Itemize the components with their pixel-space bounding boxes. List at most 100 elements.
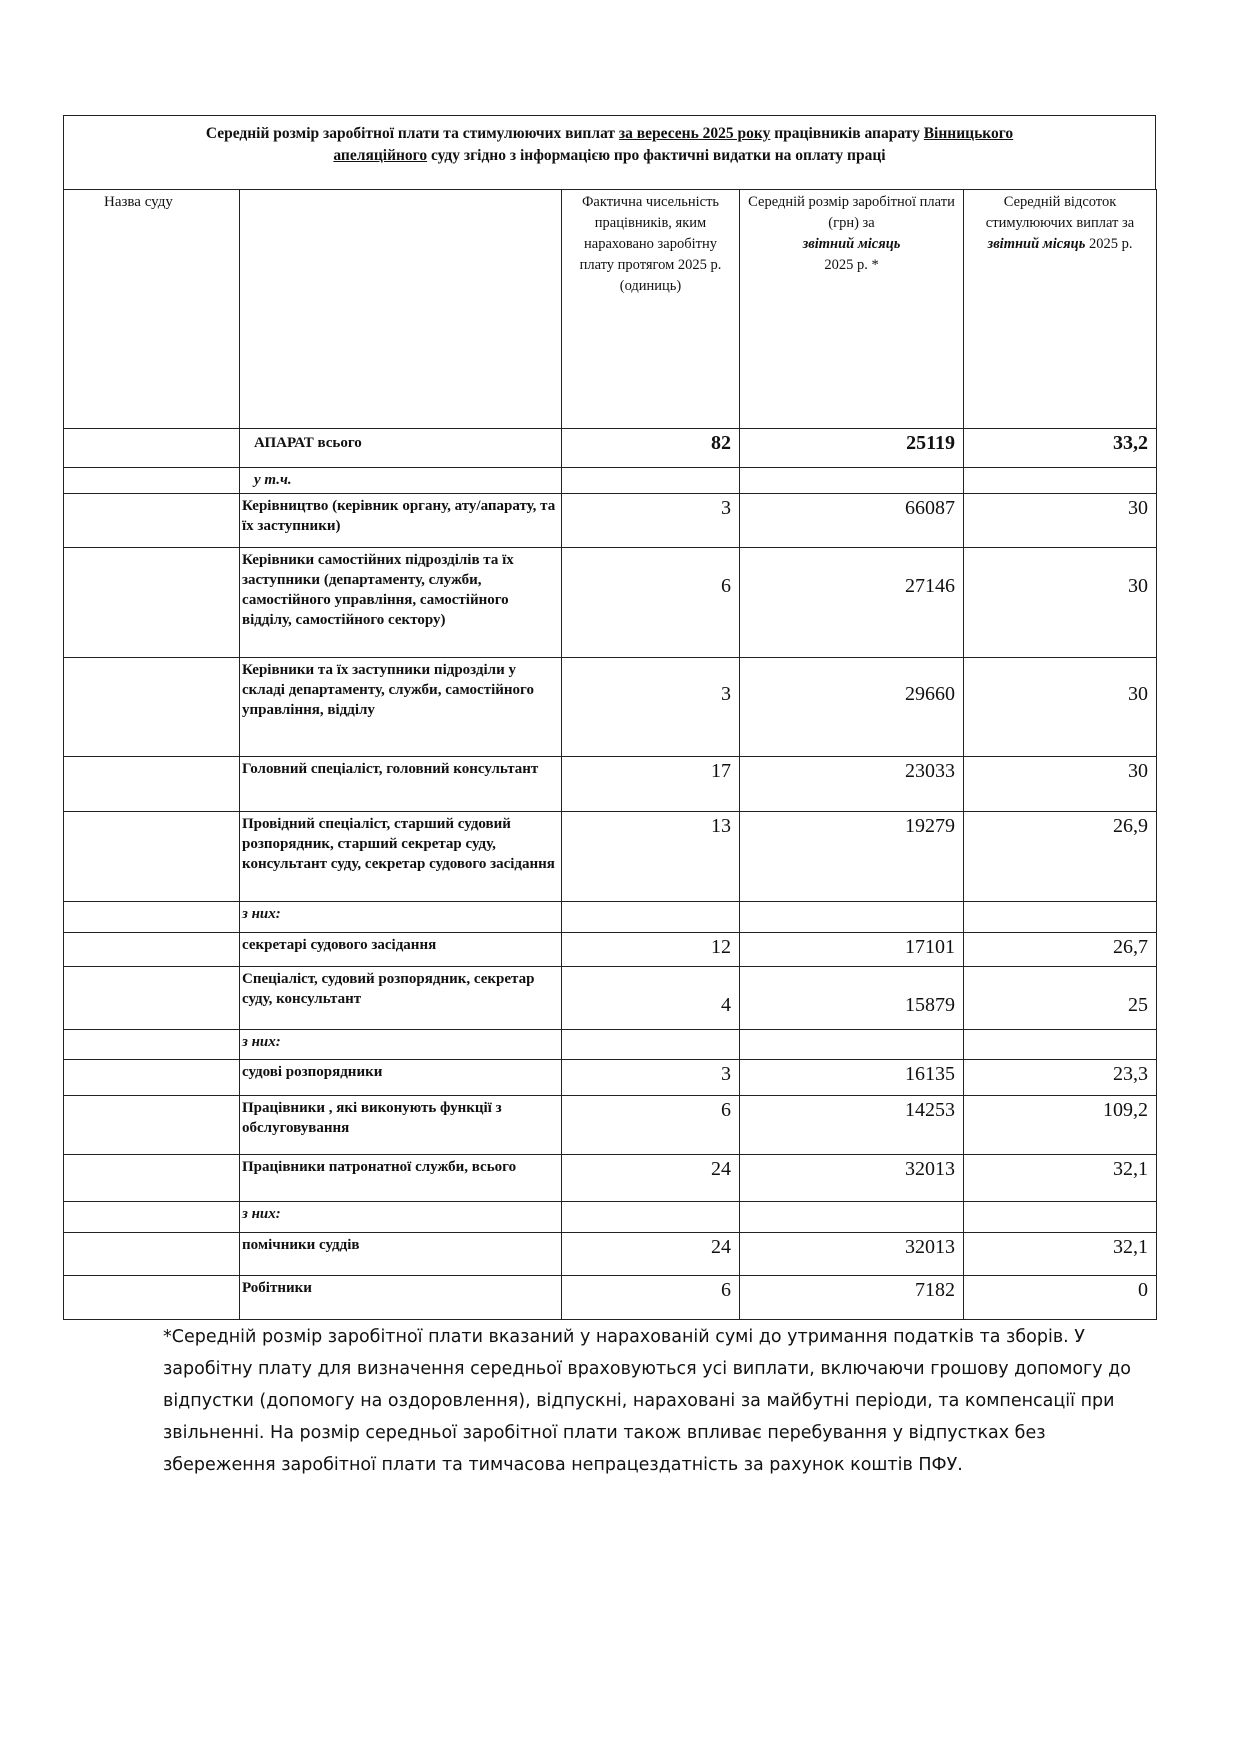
category-label: з них:	[239, 1201, 562, 1233]
table-row: Керівники самостійних підрозділів та їх …	[63, 547, 1157, 658]
bonus-percent-value: 0	[963, 1275, 1157, 1320]
category-label: судові розпорядники	[239, 1059, 562, 1096]
bonus-percent-value: 30	[963, 756, 1157, 812]
avg-salary-value: 19279	[739, 811, 964, 902]
salary-table: Назва суду Фактична чисельність працівни…	[63, 189, 1157, 1320]
court-cell	[63, 1154, 240, 1202]
avg-salary-value: 32013	[739, 1154, 964, 1202]
category-label: АПАРАТ всього	[239, 428, 562, 468]
court-cell	[63, 1029, 240, 1060]
category-label: з них:	[239, 1029, 562, 1060]
bonus-percent-value: 30	[963, 493, 1157, 548]
headcount-value	[561, 901, 740, 933]
court-cell	[63, 756, 240, 812]
avg-salary-value: 29660	[739, 657, 964, 757]
table-row: судові розпорядники 3 16135 23,3	[63, 1059, 1157, 1096]
table-row: з них:	[63, 1029, 1157, 1060]
court-cell	[63, 966, 240, 1030]
header-row: Назва суду Фактична чисельність працівни…	[63, 189, 1157, 429]
headcount-value: 3	[561, 493, 740, 548]
court-cell	[63, 657, 240, 757]
table-row: АПАРАТ всього 82 25119 33,2	[63, 428, 1157, 468]
headcount-value	[561, 1029, 740, 1060]
category-label: Керівники та їх заступники підрозділи у …	[239, 657, 562, 757]
bonus-percent-value	[963, 467, 1157, 494]
headcount-value: 3	[561, 657, 740, 757]
table-row: Робітники 6 7182 0	[63, 1275, 1157, 1320]
headcount-value: 12	[561, 932, 740, 967]
bonus-percent-value: 30	[963, 547, 1157, 658]
category-label: Головний спеціаліст, головний консультан…	[239, 756, 562, 812]
headcount-value: 6	[561, 1095, 740, 1155]
category-label: у т.ч.	[239, 467, 562, 494]
headcount-value: 6	[561, 1275, 740, 1320]
title-period: за вересень 2025 року	[618, 125, 771, 142]
avg-salary-value	[739, 1029, 964, 1060]
category-label: Керівники самостійних підрозділів та їх …	[239, 547, 562, 658]
category-label: з них:	[239, 901, 562, 933]
headcount-value: 17	[561, 756, 740, 812]
bonus-percent-value: 26,7	[963, 932, 1157, 967]
headcount-value: 6	[561, 547, 740, 658]
court-cell	[63, 1232, 240, 1276]
category-label: Робітники	[239, 1275, 562, 1320]
table-row: Головний спеціаліст, головний консультан…	[63, 756, 1157, 812]
header-bonus-percent: Середній відсоток стимулюючих виплат за …	[963, 189, 1157, 429]
avg-salary-value: 17101	[739, 932, 964, 967]
headcount-value	[561, 467, 740, 494]
court-cell	[63, 547, 240, 658]
headcount-value	[561, 1201, 740, 1233]
bonus-percent-value	[963, 1201, 1157, 1233]
title-court: Вінницького	[923, 125, 1014, 142]
bonus-percent-value: 30	[963, 657, 1157, 757]
headcount-value: 3	[561, 1059, 740, 1096]
headcount-value: 82	[561, 428, 740, 468]
category-label: Провідний спеціаліст, старший судовий ро…	[239, 811, 562, 902]
avg-salary-value: 16135	[739, 1059, 964, 1096]
avg-salary-value	[739, 467, 964, 494]
avg-salary-value: 32013	[739, 1232, 964, 1276]
avg-salary-value: 66087	[739, 493, 964, 548]
title-court: апеляційного	[333, 147, 428, 164]
category-label: Працівники патронатної служби, всього	[239, 1154, 562, 1202]
category-label: секретарі судового засідання	[239, 932, 562, 967]
bonus-percent-value: 25	[963, 966, 1157, 1030]
category-label: Спеціаліст, судовий розпорядник, секрета…	[239, 966, 562, 1030]
court-cell	[63, 1275, 240, 1320]
table-row: Керівники та їх заступники підрозділи у …	[63, 657, 1157, 757]
bonus-percent-value: 33,2	[963, 428, 1157, 468]
category-label: Працівники , які виконують функції з обс…	[239, 1095, 562, 1155]
category-label: помічники суддів	[239, 1232, 562, 1276]
table-row: Працівники патронатної служби, всього 24 3…	[63, 1154, 1157, 1202]
table-row: з них:	[63, 901, 1157, 933]
header-court-name: Назва суду	[63, 189, 240, 429]
court-cell	[63, 493, 240, 548]
bonus-percent-value: 32,1	[963, 1232, 1157, 1276]
bonus-percent-value: 109,2	[963, 1095, 1157, 1155]
document-title: Середній розмір заробітної плати та стим…	[63, 115, 1156, 190]
headcount-value: 13	[561, 811, 740, 902]
court-cell	[63, 932, 240, 967]
footnote: *Середній розмір заробітної плати вказан…	[163, 1327, 1131, 1475]
avg-salary-value	[739, 1201, 964, 1233]
headcount-value: 24	[561, 1154, 740, 1202]
avg-salary-value: 15879	[739, 966, 964, 1030]
title-text: працівників апарату	[770, 125, 924, 142]
avg-salary-value: 27146	[739, 547, 964, 658]
bonus-percent-value	[963, 901, 1157, 933]
table-row: з них:	[63, 1201, 1157, 1233]
bonus-percent-value: 26,9	[963, 811, 1157, 902]
table-row: помічники суддів 24 32013 32,1	[63, 1232, 1157, 1276]
avg-salary-value: 7182	[739, 1275, 964, 1320]
avg-salary-value: 14253	[739, 1095, 964, 1155]
court-cell	[63, 901, 240, 933]
table-row: секретарі судового засідання 12 17101 26,7	[63, 932, 1157, 967]
court-cell	[63, 1059, 240, 1096]
table-row: Провідний спеціаліст, старший судовий ро…	[63, 811, 1157, 902]
title-text: Середній розмір заробітної плати та стим…	[205, 125, 619, 142]
category-label: Керівництво (керівник органу, ату/апарат…	[239, 493, 562, 548]
headcount-value: 4	[561, 966, 740, 1030]
table-row: Спеціаліст, судовий розпорядник, секрета…	[63, 966, 1157, 1030]
court-cell	[63, 1095, 240, 1155]
